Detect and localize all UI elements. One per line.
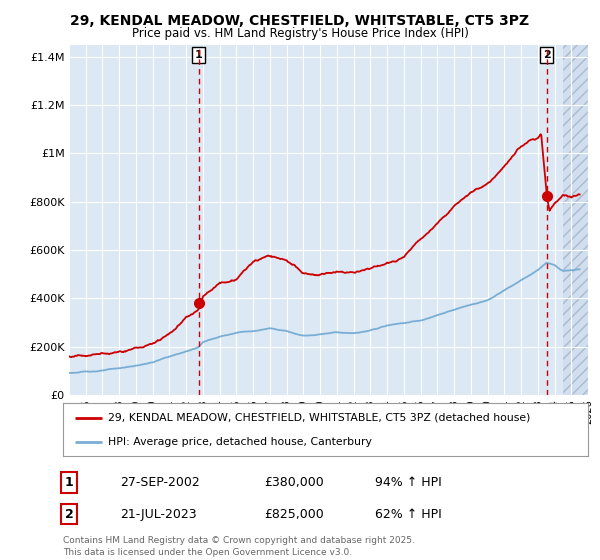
Text: 62% ↑ HPI: 62% ↑ HPI [375, 507, 442, 521]
Text: £825,000: £825,000 [264, 507, 324, 521]
Text: 27-SEP-2002: 27-SEP-2002 [120, 476, 200, 489]
Text: 29, KENDAL MEADOW, CHESTFIELD, WHITSTABLE, CT5 3PZ (detached house): 29, KENDAL MEADOW, CHESTFIELD, WHITSTABL… [107, 413, 530, 423]
Text: 2: 2 [65, 507, 73, 521]
Text: £380,000: £380,000 [264, 476, 324, 489]
Text: Contains HM Land Registry data © Crown copyright and database right 2025.
This d: Contains HM Land Registry data © Crown c… [63, 536, 415, 557]
Text: 94% ↑ HPI: 94% ↑ HPI [375, 476, 442, 489]
Text: 29, KENDAL MEADOW, CHESTFIELD, WHITSTABLE, CT5 3PZ: 29, KENDAL MEADOW, CHESTFIELD, WHITSTABL… [70, 14, 530, 28]
Text: 2: 2 [543, 50, 551, 60]
Text: 1: 1 [65, 476, 73, 489]
Text: 1: 1 [195, 50, 202, 60]
Bar [563, 45, 588, 395]
Bar [563, 45, 588, 395]
Text: HPI: Average price, detached house, Canterbury: HPI: Average price, detached house, Cant… [107, 437, 371, 447]
Text: 21-JUL-2023: 21-JUL-2023 [120, 507, 197, 521]
Text: Price paid vs. HM Land Registry's House Price Index (HPI): Price paid vs. HM Land Registry's House … [131, 27, 469, 40]
